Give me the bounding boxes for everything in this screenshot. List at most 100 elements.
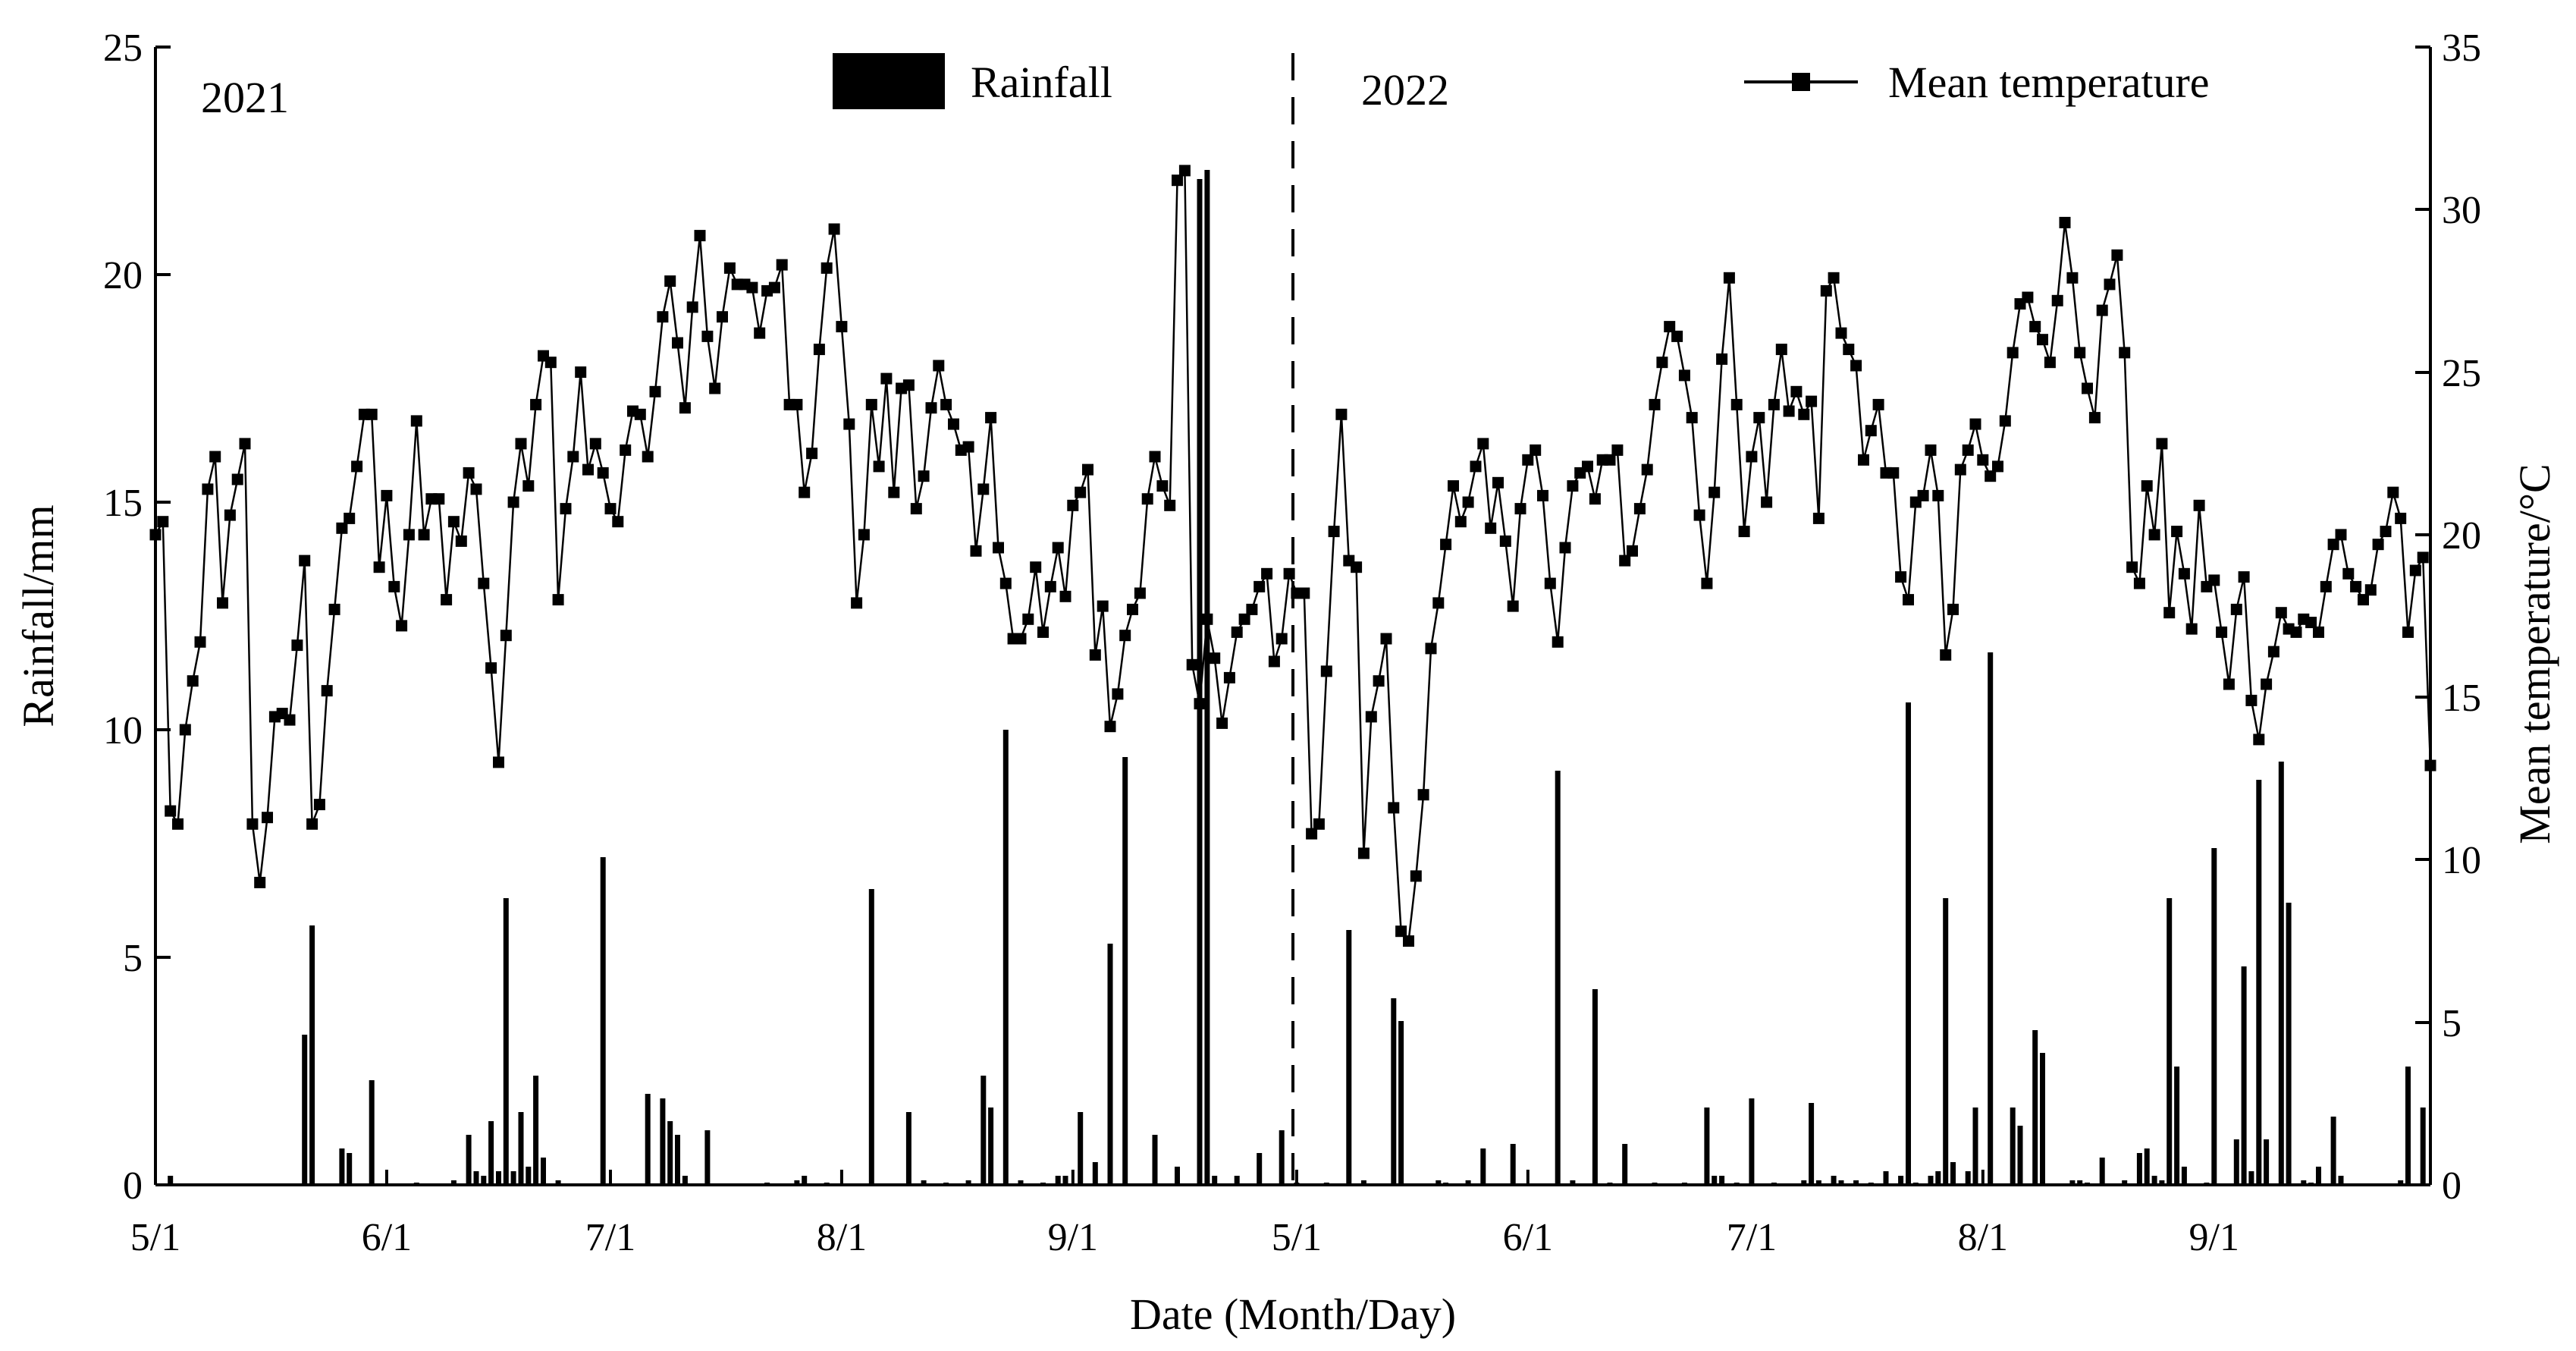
left-tick-label: 10: [103, 709, 143, 752]
temperature-point: [1701, 577, 1713, 589]
legend: Rainfall Mean temperature: [833, 53, 2210, 109]
rainfall-bar: [2211, 848, 2217, 1185]
temperature-point: [1417, 789, 1429, 801]
temperature-point: [500, 630, 512, 642]
rainfall-bar: [1622, 1144, 1628, 1185]
temperature-point: [2022, 291, 2034, 303]
temperature-point: [366, 408, 378, 420]
y-axis-right-title: Mean temperature/°C: [2510, 463, 2559, 844]
temperature-point: [1783, 405, 1795, 417]
temperature-point: [344, 512, 356, 524]
rainfall-bar: [2420, 1108, 2426, 1185]
temperature-point: [1201, 613, 1213, 625]
x-ticks: 5/1 6/1 7/1 8/1 9/1 5/1 6/1 7/1 8/1 9/1: [130, 1170, 2239, 1259]
temperature-point: [1768, 398, 1780, 410]
rainfall-bar: [943, 1183, 949, 1185]
temperature-point: [1164, 499, 1176, 511]
temperature-point: [1530, 444, 1542, 456]
temperature-point: [1186, 658, 1198, 671]
temperature-point: [2082, 382, 2093, 394]
temperature-point: [2342, 567, 2355, 580]
rainfall-bar: [533, 1076, 539, 1185]
rainfall-bar: [1771, 1183, 1777, 1185]
temperature-point: [948, 418, 959, 430]
rainfall-bar: [309, 925, 315, 1185]
rainfall-bar: [2010, 1108, 2016, 1185]
temperature-point: [291, 639, 303, 652]
temperature-point: [2066, 272, 2079, 284]
temperature-point: [2424, 759, 2436, 771]
rainfall-bar: [1294, 1183, 1300, 1185]
temperature-point: [1522, 454, 1534, 466]
rainfall-bar: [1092, 1162, 1098, 1185]
rainfall-bar: [1734, 1183, 1740, 1185]
temperature-point: [1820, 284, 1832, 297]
temperature-point: [1112, 688, 1124, 700]
temperature-point: [1149, 451, 1161, 463]
rainfall-bar: [682, 1176, 688, 1185]
temperature-point: [187, 675, 199, 687]
temperature-point: [2111, 249, 2123, 261]
rainfall-bar: [1883, 1171, 1889, 1185]
temperature-point: [2051, 294, 2063, 306]
temperature-point: [1448, 480, 1459, 492]
temperature-point: [463, 467, 475, 479]
temperature-point: [455, 535, 467, 547]
temperature-point: [880, 372, 893, 385]
temperature-point: [902, 379, 915, 391]
temperature-point: [2372, 539, 2384, 551]
rainfall-bar: [2264, 1139, 2270, 1185]
temperature-point: [1335, 408, 1348, 420]
rainfall-bar: [1607, 1183, 1613, 1185]
temperature-point: [1835, 327, 1847, 339]
temperature-point: [1611, 444, 1624, 456]
temperature-point: [1059, 590, 1072, 602]
temperature-point: [1320, 665, 1332, 677]
rainfall-bar: [2398, 1180, 2404, 1185]
x-tick-label: 5/1: [1272, 1216, 1322, 1259]
temperature-point: [254, 876, 266, 888]
rainfall-bar: [1704, 1108, 1710, 1185]
temperature-point: [1223, 671, 1235, 683]
temperature-point: [1940, 649, 1952, 661]
temperature-point: [1686, 412, 1698, 424]
temperature-point: [977, 483, 990, 495]
temperature-point: [582, 463, 594, 476]
rainfall-bar: [667, 1121, 673, 1185]
temperature-point: [828, 223, 840, 235]
x-tick-label: 6/1: [1503, 1216, 1553, 1259]
temperature-point: [2350, 580, 2362, 592]
temperature-point: [575, 366, 587, 379]
temperature-point: [493, 756, 504, 768]
temperature-point: [940, 398, 952, 410]
temperature-point: [1477, 438, 1489, 450]
temperature-point: [589, 438, 601, 450]
rainfall-bar: [347, 1153, 353, 1185]
temperature-point: [202, 483, 214, 495]
rainfall-bar: [1592, 989, 1598, 1185]
temperature-point: [1365, 711, 1377, 723]
rainfall-bar: [2159, 1180, 2165, 1185]
temperature-point: [2313, 626, 2324, 638]
x-tick-label: 9/1: [2189, 1216, 2239, 1259]
temperature-point: [1649, 398, 1661, 410]
temperature-point: [1716, 353, 1728, 365]
temperature-point: [1604, 454, 1616, 466]
temperature-point: [642, 451, 654, 463]
temperature-point: [657, 311, 669, 323]
temperature-point: [441, 594, 453, 606]
rainfall-bar: [764, 1183, 770, 1185]
temperature-point: [217, 597, 228, 609]
temperature-point: [1730, 398, 1743, 410]
temperature-point: [985, 412, 997, 424]
temperature-point: [560, 503, 572, 515]
temperature-point: [1067, 499, 1079, 511]
temperature-point: [1738, 526, 1750, 538]
temperature-point: [2223, 678, 2235, 690]
temperature-point: [2185, 623, 2198, 635]
temperature-point: [664, 275, 676, 287]
temperature-point: [418, 529, 430, 541]
rainfall-bar: [1279, 1130, 1285, 1185]
temperature-point: [2141, 480, 2153, 492]
temperature-point: [873, 460, 885, 473]
